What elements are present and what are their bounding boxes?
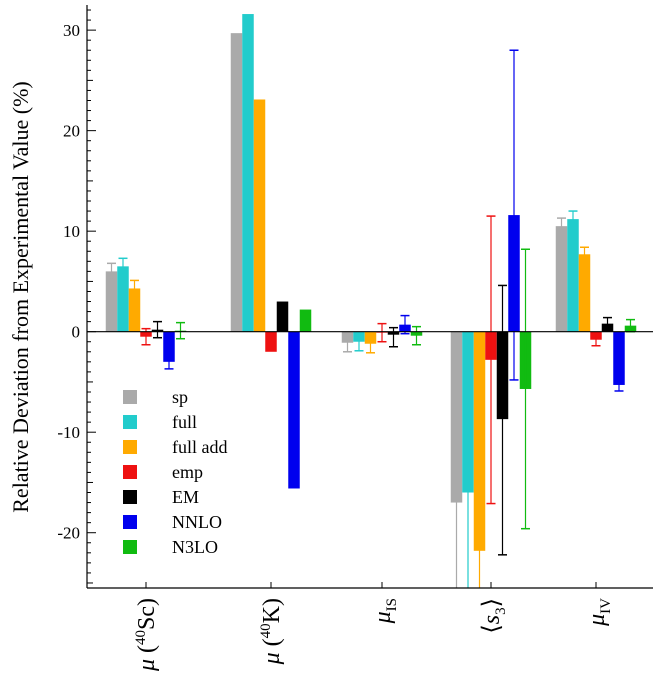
- legend: sp full full add emp EM NNLO N3LO: [123, 387, 228, 557]
- bar-sp-0: [105, 271, 118, 332]
- bar-nnlo-0: [163, 331, 175, 362]
- bar-em-1: [276, 301, 289, 332]
- x-category-label-2: μIS: [370, 598, 400, 624]
- legend-label-emp: emp: [172, 462, 203, 482]
- legend-label-n3lo: N3LO: [172, 537, 218, 557]
- y-tick-label: -20: [57, 524, 80, 543]
- x-category-label-3: ⟨s3⟩: [479, 598, 509, 634]
- legend-swatch-nnlo: [123, 515, 137, 529]
- y-tick-label: 20: [63, 122, 80, 141]
- legend-label-em: EM: [172, 487, 199, 507]
- legend-swatch-em: [123, 490, 137, 504]
- legend-label-full: full: [172, 412, 197, 432]
- bar-nnlo-1: [288, 331, 300, 489]
- legend-swatch-n3lo: [123, 540, 137, 554]
- y-axis-title: Relative Deviation from Experimental Val…: [8, 81, 33, 513]
- bar-full-0: [117, 266, 129, 332]
- legend-swatch-sp: [123, 390, 137, 404]
- y-tick-label: 30: [63, 21, 80, 40]
- errorbars-layer: [107, 49, 635, 588]
- bar-sp-4: [555, 226, 568, 332]
- x-category-label-4: μIV: [584, 598, 614, 627]
- bar-full-add-4: [578, 254, 591, 332]
- y-tick-label: 0: [72, 323, 81, 342]
- bar-full-add-3: [473, 331, 486, 551]
- bar-nnlo-4: [613, 331, 625, 385]
- legend-swatch-emp: [123, 465, 137, 479]
- bar-emp-1: [265, 331, 277, 352]
- y-tick-label: 10: [63, 222, 80, 241]
- x-category-label-1: μ (40K): [258, 598, 285, 665]
- bar-full-add-0: [128, 288, 141, 332]
- bar-full-1: [242, 14, 254, 332]
- axes-layer: -20 -10 0 10 20 30: [57, 5, 653, 589]
- x-category-label-0: μ (40Sc): [133, 598, 160, 672]
- y-tick-label: -10: [57, 423, 80, 442]
- legend-label-full-add: full add: [172, 437, 228, 457]
- legend-swatch-full-add: [123, 440, 137, 454]
- bar-full-add-1: [253, 99, 266, 332]
- category-labels: μ (40Sc) μ (40K) μIS ⟨s3⟩ μIV: [133, 598, 614, 672]
- legend-swatch-full: [123, 415, 137, 429]
- bar-full-4: [567, 219, 579, 332]
- bar-sp-1: [230, 33, 243, 332]
- legend-label-nnlo: NNLO: [172, 512, 222, 532]
- legend-label-sp: sp: [172, 387, 188, 407]
- bar-n3lo-1: [299, 309, 312, 332]
